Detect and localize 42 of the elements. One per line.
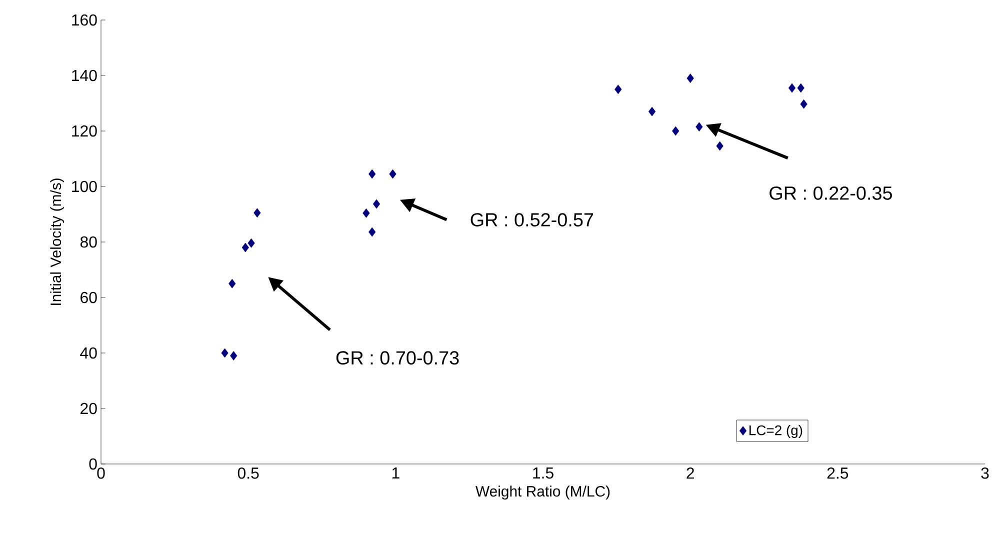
x-axis-title: Weight Ratio (M/LC) <box>476 486 610 500</box>
y-tick-label: 140 <box>72 70 97 82</box>
y-tick-label: 160 <box>72 14 97 26</box>
point <box>797 83 804 93</box>
point <box>230 351 238 360</box>
y-tick-label: 100 <box>72 180 97 192</box>
point <box>242 242 249 252</box>
point <box>228 278 236 288</box>
point <box>362 208 370 218</box>
y-tick-label: 20 <box>80 402 97 414</box>
x-tick-label: 2.5 <box>827 468 848 479</box>
annotation: GR : 0.22-0.35 <box>770 186 892 200</box>
point <box>368 169 376 179</box>
y-tick-label: 40 <box>80 347 97 359</box>
x-tick-label: 1 <box>392 468 400 478</box>
x-tick-label: 0.5 <box>238 468 259 479</box>
point <box>254 208 261 218</box>
x-tick-label: 0 <box>97 468 105 479</box>
legend-label: LC=2 (g) <box>750 425 802 438</box>
point <box>248 238 255 248</box>
y-tick-label: 80 <box>80 236 97 248</box>
point <box>221 348 228 358</box>
annotation: GR : 0.70-0.73 <box>336 351 459 365</box>
point <box>672 126 680 136</box>
x-tick-label: 3 <box>981 468 989 479</box>
point <box>389 169 396 179</box>
point <box>648 106 656 116</box>
point <box>372 199 380 209</box>
point <box>368 227 376 237</box>
point <box>696 122 703 132</box>
y-tick-label: 0 <box>89 458 97 470</box>
point <box>614 84 622 94</box>
x-tick-label: 1.5 <box>533 468 554 479</box>
y-axis-title: Initial Velocity (m/s) <box>50 178 64 305</box>
point <box>800 99 808 109</box>
x-tick-label: 2 <box>686 468 694 479</box>
point <box>716 141 724 151</box>
annotation: GR : 0.52-0.57 <box>470 213 594 226</box>
point <box>686 74 694 83</box>
y-tick-label: 60 <box>80 292 97 304</box>
y-tick-label: 120 <box>72 125 97 137</box>
point <box>788 83 796 93</box>
